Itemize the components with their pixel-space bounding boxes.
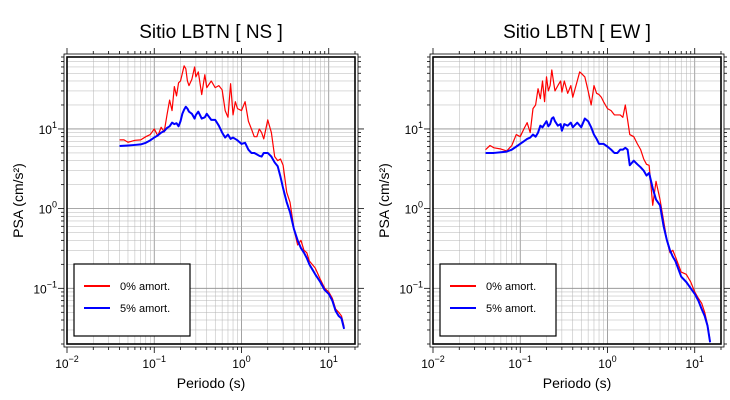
- chart-title: Sitio LBTN [ NS ]: [139, 22, 283, 43]
- y-tick-label: 100: [39, 200, 57, 217]
- chart-title: Sitio LBTN [ EW ]: [503, 22, 651, 43]
- x-tick-label: 10−2: [421, 354, 445, 371]
- x-axis-label: Periodo (s): [177, 375, 245, 391]
- x-tick-label: 10−2: [55, 354, 79, 371]
- x-axis-label: Periodo (s): [543, 375, 611, 391]
- y-tick-label: 10−1: [399, 279, 423, 296]
- legend-label: 0% amort.: [486, 281, 536, 293]
- legend-label: 0% amort.: [120, 281, 170, 293]
- x-tick-label: 101: [686, 354, 704, 371]
- x-tick-label: 10−1: [508, 354, 532, 371]
- x-tick-label: 10−1: [142, 354, 166, 371]
- y-axis-label: PSA (cm/s²): [376, 163, 392, 238]
- y-tick-label: 10−1: [33, 279, 57, 296]
- legend-box: [73, 263, 191, 337]
- plot-frame: [66, 56, 356, 345]
- x-tick-label: 100: [598, 354, 616, 371]
- y-tick-label: 100: [405, 200, 423, 217]
- x-tick-label: 101: [320, 354, 338, 371]
- legend: 0% amort. 5% amort.: [439, 263, 557, 337]
- chart-panel-1: Sitio LBTN [ EW ] 10−2 10−1 100 101 10−1 100 10…: [376, 22, 730, 391]
- plot-frame: [432, 56, 722, 345]
- chart-panel-0: Sitio LBTN [ NS ] 10−2 10−1 100 101 10−1 100 10…: [10, 22, 364, 391]
- y-tick-label: 101: [405, 120, 423, 137]
- x-tick-label: 100: [232, 354, 250, 371]
- legend-box: [439, 263, 557, 337]
- legend-label: 5% amort.: [120, 303, 170, 315]
- plot-frame-outer: [429, 53, 725, 348]
- series-line-damped: [485, 116, 712, 343]
- y-axis-label: PSA (cm/s²): [10, 163, 26, 238]
- legend-label: 5% amort.: [486, 303, 536, 315]
- series-line-undamped: [119, 65, 345, 327]
- plot-frame-outer: [63, 53, 359, 348]
- legend: 0% amort. 5% amort.: [73, 263, 191, 337]
- y-tick-label: 101: [39, 120, 57, 137]
- grid: [67, 57, 355, 344]
- series-line-damped: [119, 105, 346, 330]
